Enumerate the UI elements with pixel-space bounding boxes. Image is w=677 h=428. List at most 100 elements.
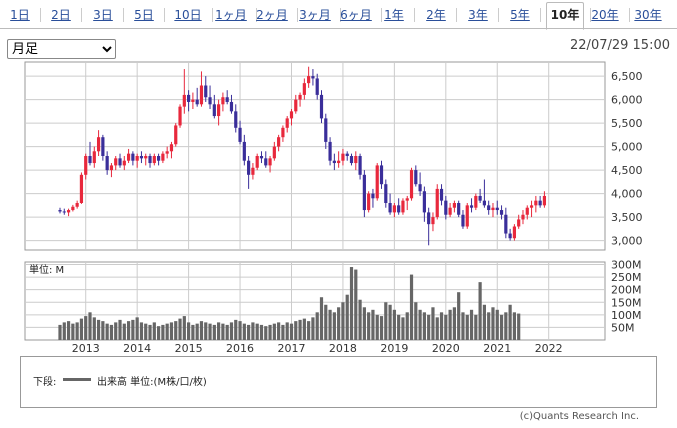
candle-body — [422, 191, 426, 213]
volume-bar — [84, 316, 88, 340]
tab-1[interactable]: 1日 — [10, 8, 30, 22]
candle-body — [268, 158, 272, 166]
volume-bar — [161, 324, 165, 340]
tab-4[interactable]: 5日 — [134, 8, 154, 22]
candle-body — [341, 153, 345, 161]
volume-bar — [349, 267, 354, 340]
candle-body — [367, 193, 371, 211]
candle-body — [238, 127, 242, 142]
tab-9[interactable]: 6ヶ月 — [340, 8, 372, 22]
candle-body — [174, 125, 178, 145]
volume-axis-tick: 300M — [611, 259, 642, 272]
volume-bar — [272, 323, 276, 340]
tab-14[interactable]: 10年 — [546, 2, 584, 30]
tab-16[interactable]: 30年 — [634, 8, 662, 22]
volume-bar — [62, 322, 66, 340]
volume-bar — [204, 322, 208, 340]
tab-11[interactable]: 2年 — [426, 8, 446, 22]
volume-bar — [148, 324, 152, 340]
volume-bar — [311, 317, 315, 340]
volume-bar — [457, 292, 461, 340]
price-axis-tick: 6,000 — [611, 94, 643, 107]
candle-body — [152, 156, 156, 164]
tab-2[interactable]: 2日 — [51, 8, 71, 22]
volume-bar — [392, 309, 396, 340]
candle-body — [208, 97, 212, 105]
candle-body — [358, 156, 362, 175]
volume-bar — [379, 316, 384, 340]
candle-body — [71, 206, 75, 211]
candle-body — [251, 167, 255, 175]
volume-bar — [375, 314, 379, 340]
tab-15[interactable]: 20年 — [591, 8, 619, 22]
candle-body — [499, 210, 504, 215]
volume-bar — [482, 304, 486, 340]
period-tabs: 1日 2日 3日 5日 10日 1ヶ月 2ヶ月 3ヶ月 6ヶ月 1年 2年 3年 5年 10年 20年 30年 — [0, 0, 677, 30]
volume-bar — [66, 321, 71, 340]
candle-body — [465, 205, 469, 227]
candle-body — [229, 101, 234, 112]
x-axis-tick: 2014 — [123, 342, 151, 355]
volume-bar — [259, 324, 264, 340]
tab-3[interactable]: 3日 — [93, 8, 113, 22]
candle-body — [431, 217, 435, 225]
volume-bar — [465, 314, 469, 340]
volume-bar — [187, 322, 191, 340]
candle-body — [148, 156, 152, 164]
candle-body — [247, 160, 251, 175]
candle-body — [405, 198, 409, 201]
candle-body — [384, 184, 388, 203]
candle-body — [448, 207, 452, 215]
volume-bar — [79, 318, 84, 340]
candle-body — [195, 99, 199, 105]
candle-body — [332, 160, 336, 164]
candle-body — [354, 156, 358, 164]
candle-period-select[interactable]: 月足 — [7, 39, 116, 59]
volume-bar — [422, 312, 426, 340]
tab-13[interactable]: 5年 — [510, 8, 530, 22]
volume-legend-swatch — [63, 378, 91, 381]
candle-body — [187, 94, 191, 102]
volume-bar — [114, 322, 118, 340]
candle-body — [362, 174, 366, 211]
volume-bar — [242, 323, 246, 340]
volume-bar — [298, 319, 302, 340]
volume-bar — [152, 322, 156, 340]
tab-separator — [381, 8, 382, 22]
price-axis-tick: 5,000 — [611, 141, 643, 154]
volume-bar — [229, 322, 234, 340]
tab-separator — [629, 8, 630, 22]
candle-body — [126, 153, 131, 161]
candle-body — [379, 165, 384, 185]
volume-bar — [122, 323, 126, 340]
volume-bar — [208, 323, 212, 340]
candle-body — [478, 195, 482, 201]
tab-10[interactable]: 1年 — [384, 8, 404, 22]
candle-body — [439, 188, 444, 201]
volume-bar — [337, 307, 341, 340]
volume-bar — [101, 321, 105, 340]
volume-bar — [319, 297, 324, 340]
candle-body — [109, 165, 114, 171]
candle-body — [302, 83, 306, 95]
candle-body — [298, 94, 302, 100]
tab-7[interactable]: 2ヶ月 — [256, 8, 288, 22]
candle-body — [324, 118, 328, 142]
candle-body — [139, 156, 144, 159]
candle-body — [508, 233, 512, 239]
tab-8[interactable]: 3ヶ月 — [299, 8, 331, 22]
volume-bar — [397, 314, 401, 340]
candle-body — [487, 205, 491, 211]
price-axis-tick: 3,000 — [611, 235, 643, 248]
volume-bar — [191, 324, 195, 340]
candle-body — [199, 85, 204, 105]
volume-bar — [469, 309, 474, 340]
candle-body — [105, 156, 109, 171]
tab-5[interactable]: 10日 — [174, 8, 202, 22]
candle-body — [277, 137, 281, 147]
tab-6[interactable]: 1ヶ月 — [215, 8, 247, 22]
volume-bar — [238, 321, 242, 340]
tab-12[interactable]: 3年 — [468, 8, 488, 22]
volume-bar — [144, 323, 148, 340]
candle-body — [469, 205, 474, 208]
